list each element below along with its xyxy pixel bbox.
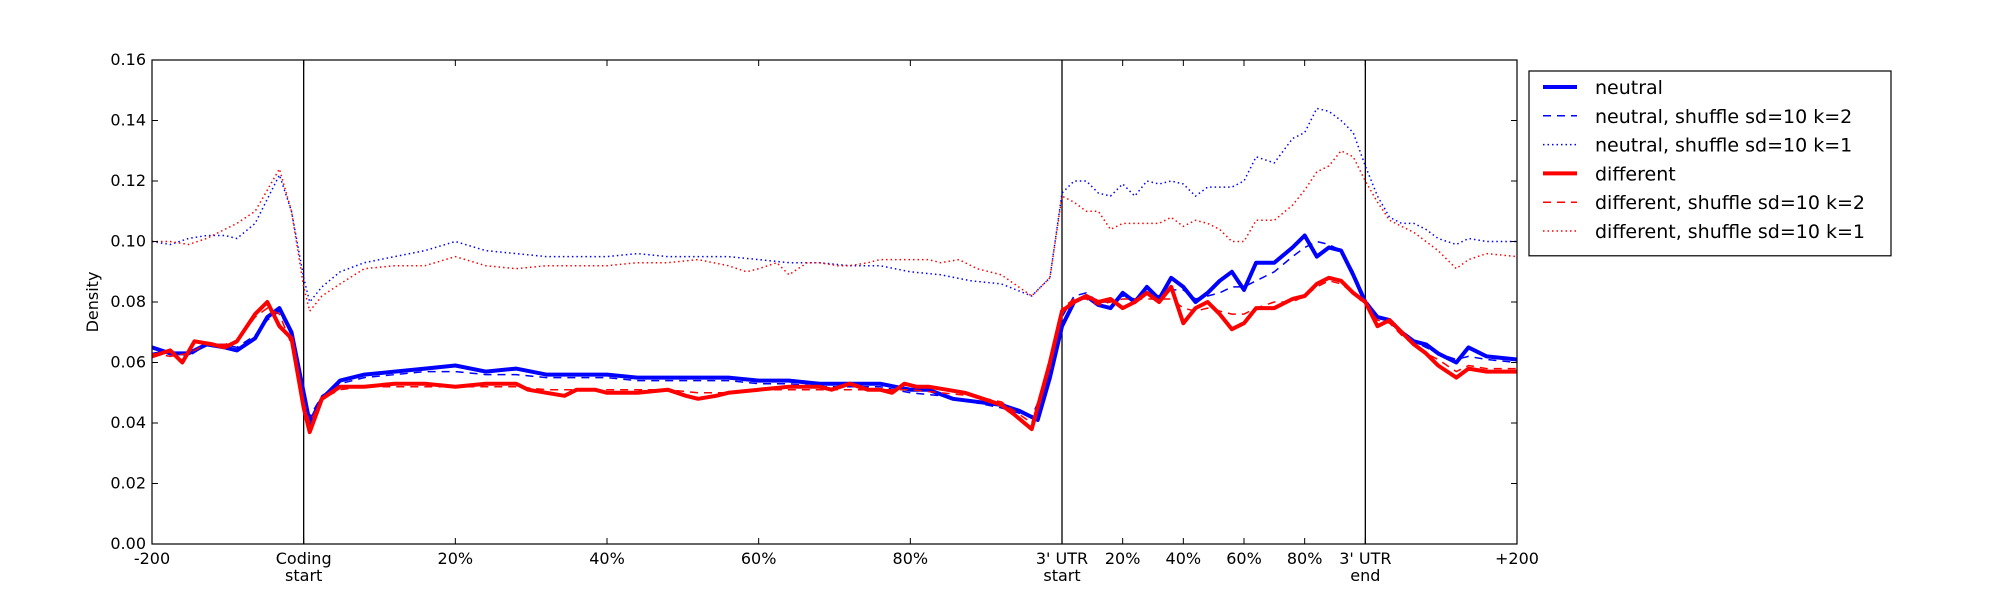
x-tick-label: 40% xyxy=(589,549,625,568)
y-tick-label: 0.06 xyxy=(110,353,146,372)
series-line-1 xyxy=(151,240,1518,418)
x-tick-label: 80% xyxy=(893,549,929,568)
legend-box xyxy=(1528,70,1892,257)
series-line-4 xyxy=(151,280,1517,424)
x-tick-label: 3' UTR start xyxy=(1036,549,1088,585)
series-line-5 xyxy=(152,150,1518,312)
y-tick-label: 0.08 xyxy=(110,292,146,311)
legend-label-1: neutral, shuffle sd=10 k=2 xyxy=(1595,106,1852,128)
x-tick-label: 3' UTR end xyxy=(1339,549,1391,585)
legend-label-4: different, shuffle sd=10 k=2 xyxy=(1595,192,1865,214)
x-tick-label: 20% xyxy=(1105,549,1141,568)
y-tick-label: 0.14 xyxy=(110,111,146,130)
x-tick-label: 20% xyxy=(438,549,474,568)
x-axis: -200 Coding start 20% 40% 60% 80% 3' UTR start 20… xyxy=(134,60,1539,585)
legend-label-3: different xyxy=(1595,163,1676,185)
y-tick-label: 0.02 xyxy=(110,474,146,493)
x-tick-label: 60% xyxy=(741,549,777,568)
series-line-2 xyxy=(151,107,1517,303)
legend-label-0: neutral xyxy=(1595,77,1663,99)
legend: neutral neutral, shuffle sd=10 k=2 neutral… xyxy=(1528,70,1892,257)
y-tick-label: 0.10 xyxy=(110,232,146,251)
y-tick-label: 0.04 xyxy=(110,413,146,432)
y-tick-label: 0.12 xyxy=(110,171,146,190)
x-tick-label: 60% xyxy=(1226,549,1262,568)
legend-label-5: different, shuffle sd=10 k=1 xyxy=(1595,221,1865,243)
x-tick-label: +200 xyxy=(1495,549,1539,568)
legend-label-2: neutral, shuffle sd=10 k=1 xyxy=(1595,135,1852,157)
y-tick-label: 0.00 xyxy=(110,534,146,553)
series-layer xyxy=(151,107,1518,435)
y-axis-label: Density xyxy=(83,272,102,333)
x-tick-label: 40% xyxy=(1166,549,1202,568)
x-tick-label: -200 xyxy=(134,549,170,568)
y-axis: 0.00 0.02 0.04 0.06 0.08 0.10 0.12 0.14 0.16 xyxy=(110,50,1517,553)
x-tick-label: Coding start xyxy=(276,549,332,585)
y-tick-label: 0.16 xyxy=(110,50,146,69)
x-tick-label: 80% xyxy=(1287,549,1323,568)
series-line-3 xyxy=(151,275,1517,435)
